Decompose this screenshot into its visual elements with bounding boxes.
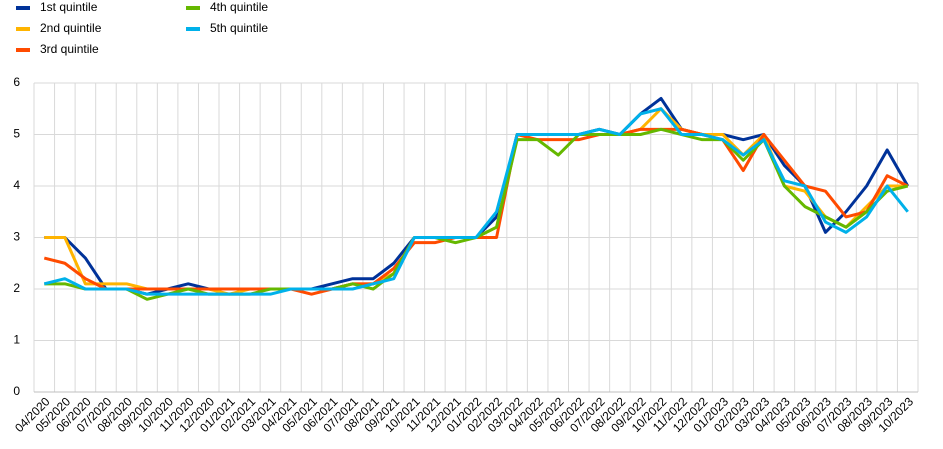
line-series bbox=[44, 96, 910, 296]
y-tick-label: 4 bbox=[13, 178, 20, 192]
legend-label: 3rd quintile bbox=[40, 42, 99, 56]
y-tick-label: 6 bbox=[13, 75, 20, 89]
legend-label: 2nd quintile bbox=[40, 21, 102, 35]
line-series bbox=[43, 107, 909, 296]
y-tick-label: 3 bbox=[13, 230, 20, 244]
legend-label: 1st quintile bbox=[40, 0, 98, 14]
y-tick-label: 5 bbox=[13, 127, 20, 141]
line-series bbox=[43, 127, 909, 296]
legend-label: 5th quintile bbox=[210, 21, 268, 35]
legend-label: 4th quintile bbox=[210, 0, 268, 14]
y-tick-label: 0 bbox=[13, 384, 20, 398]
line-series bbox=[44, 107, 908, 296]
y-tick-label: 1 bbox=[13, 333, 20, 347]
y-tick-label: 2 bbox=[13, 281, 20, 295]
